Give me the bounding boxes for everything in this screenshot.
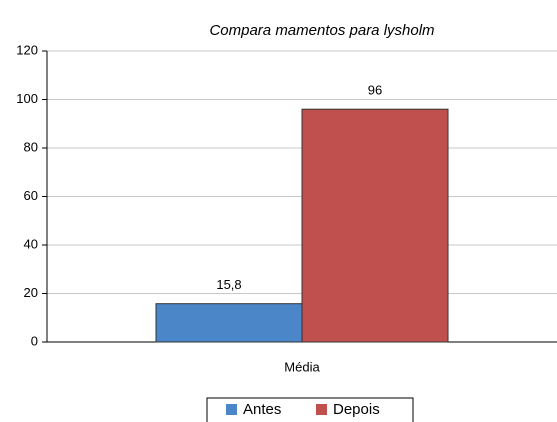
bar: [301, 108, 449, 343]
legend-box: [206, 397, 414, 422]
y-tick-label: 60: [24, 188, 38, 203]
bar: [155, 303, 303, 343]
y-tick-label: 40: [24, 236, 38, 251]
y-tick-label: 20: [24, 285, 38, 300]
legend-label: Depois: [333, 401, 380, 418]
y-tick-label: 120: [16, 42, 38, 57]
data-label: 15,8: [216, 277, 241, 292]
legend-label: Antes: [243, 401, 281, 418]
data-label: 96: [368, 83, 382, 98]
y-tick-label: 80: [24, 139, 38, 154]
y-tick-label: 0: [31, 333, 38, 348]
y-tick-label: 100: [16, 91, 38, 106]
legend-swatch: [226, 404, 237, 415]
x-tick-label: Média: [284, 359, 320, 374]
chart-title: Compara mamentos para lysholm: [209, 22, 434, 39]
legend-swatch: [316, 404, 327, 415]
